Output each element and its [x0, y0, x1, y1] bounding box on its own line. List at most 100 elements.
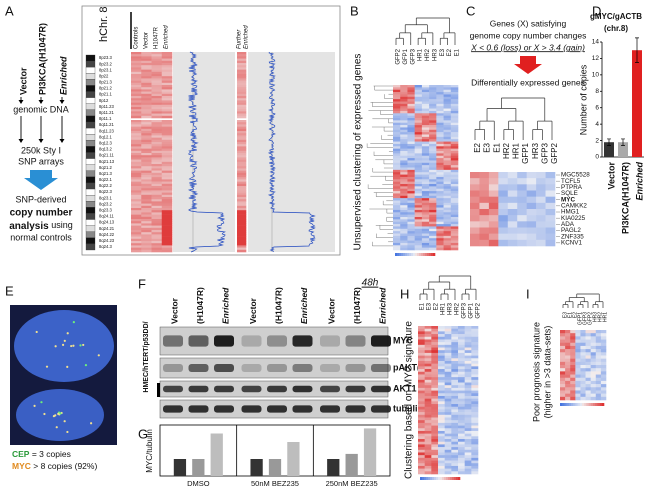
heatmap-cell [536, 221, 546, 228]
heatmap-cell [421, 242, 430, 246]
heatmap-cell [450, 155, 459, 159]
heatmap-cell [161, 89, 173, 92]
heatmap-cell [131, 197, 142, 200]
band-label: 8q23.3 [99, 208, 112, 213]
fish-signal [63, 420, 66, 423]
blot-band [345, 405, 366, 413]
heatmap-cell [151, 93, 163, 97]
sample-label: HR2 [597, 312, 603, 322]
heatmap-cell [590, 358, 597, 363]
heatmap-cell [407, 129, 415, 133]
heatmap-cell [141, 153, 152, 156]
heatmap-cell [436, 169, 444, 173]
heatmap-cell [526, 215, 537, 222]
heatmap-cell [536, 184, 546, 191]
heatmap-cell [414, 151, 423, 154]
heatmap-cell [237, 155, 247, 158]
heatmap-cell [443, 228, 452, 232]
heatmap-cell [400, 103, 408, 107]
heatmap-cell [237, 243, 247, 246]
heatmap-cell [421, 106, 430, 109]
heatmap-cell [436, 181, 444, 185]
heatmap-cell [418, 465, 425, 469]
heatmap-cell [431, 406, 439, 410]
heatmap-cell [600, 358, 607, 363]
heatmap-cell [436, 179, 444, 182]
heatmap-cell [418, 374, 425, 378]
heatmap-cell [450, 217, 459, 220]
heatmap-cell [560, 342, 566, 347]
heatmap-cell [595, 339, 602, 344]
heatmap-cell [464, 412, 472, 416]
fish-signal [97, 354, 100, 357]
heatmap-cell [141, 159, 152, 163]
heatmap-cell [421, 224, 430, 227]
sample-label: HR3 [592, 312, 598, 322]
heatmap-cell [407, 240, 415, 244]
heatmap-cell [407, 209, 415, 213]
heatmap-cell [595, 384, 602, 388]
heatmap-cell [131, 126, 142, 130]
heatmap-cell [151, 208, 163, 211]
heatmap-cell [471, 393, 479, 397]
heatmap-cell [444, 374, 452, 378]
heatmap-cell [575, 352, 581, 356]
track-label: Vector [144, 32, 150, 49]
heatmap-cell [414, 181, 423, 185]
heatmap-cell [436, 127, 444, 131]
heatmap-cell [429, 165, 437, 168]
heatmap-cell [479, 196, 490, 204]
heatmap-cell [451, 441, 459, 445]
heatmap-cell [431, 336, 439, 340]
heatmap-cell [393, 219, 401, 223]
heatmap-cell [444, 390, 452, 394]
heatmap-cell [436, 162, 444, 166]
heatmap-cell [464, 360, 472, 364]
heatmap-cell [443, 200, 452, 204]
heatmap-cell [438, 409, 445, 413]
heatmap-cell [237, 177, 247, 180]
heatmap-cell [464, 425, 472, 429]
heatmap-cell [421, 238, 430, 241]
heatmap-cell [393, 141, 401, 145]
heatmap-cell [424, 449, 432, 453]
heatmap-cell [488, 184, 499, 191]
heatmap-cell [517, 233, 527, 241]
heatmap-cell [237, 230, 247, 233]
heatmap-cell [393, 132, 401, 135]
heatmap-cell [443, 108, 452, 112]
heatmap-cell [161, 214, 173, 218]
heatmap-cell [414, 174, 423, 178]
heatmap-cell [424, 417, 432, 421]
heatmap-cell [141, 208, 152, 211]
heatmap-cell [436, 212, 444, 215]
heatmap-cell [407, 89, 415, 93]
heatmap-cell [393, 85, 401, 88]
heatmap-cell [400, 167, 408, 171]
heatmap-cell [450, 151, 459, 154]
heatmap-cell [400, 87, 408, 91]
heatmap-cell [421, 122, 430, 126]
heatmap-cell [131, 128, 142, 132]
heatmap-cell [431, 398, 439, 402]
heatmap-cell [393, 94, 401, 98]
heatmap-cell [526, 227, 537, 234]
heatmap-cell [431, 358, 439, 362]
heatmap-cell [464, 393, 472, 397]
heatmap-cell [161, 135, 173, 138]
heatmap-cell [450, 118, 459, 121]
heatmap-cell [580, 368, 586, 372]
color-scale [448, 477, 451, 480]
heatmap-cell [450, 92, 459, 95]
heatmap-cell [161, 223, 173, 226]
heatmap-cell [450, 214, 459, 218]
heatmap-cell [393, 162, 401, 166]
heatmap-cell [400, 148, 408, 152]
heatmap-cell [151, 109, 163, 112]
heatmap-cell [570, 355, 576, 359]
heatmap-cell [151, 150, 163, 154]
heatmap-cell [450, 160, 459, 164]
heatmap-cell [151, 164, 163, 167]
heatmap-cell [444, 393, 452, 397]
heatmap-cell [570, 396, 576, 401]
